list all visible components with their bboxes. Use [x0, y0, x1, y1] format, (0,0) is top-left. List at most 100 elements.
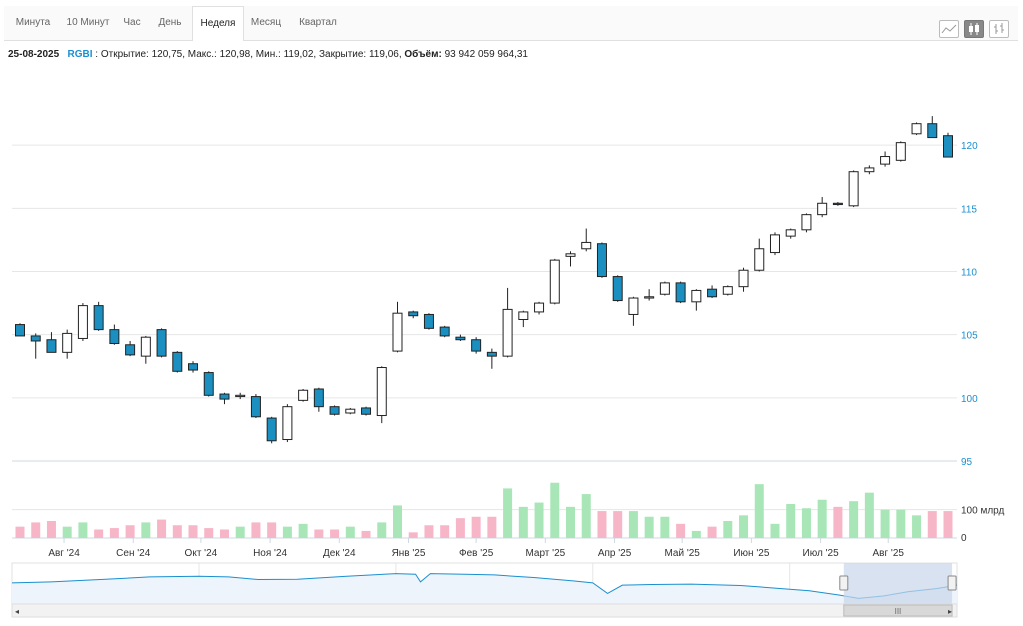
candle-body — [628, 297, 639, 315]
candle-body — [455, 336, 466, 341]
volume-bar — [109, 528, 119, 538]
volume-bar — [644, 516, 654, 538]
candle — [455, 334, 466, 341]
tab-hour[interactable]: Час — [123, 17, 141, 28]
candle-body — [612, 276, 623, 302]
navigator-handle[interactable] — [839, 575, 849, 591]
candle — [817, 196, 828, 218]
tab-week[interactable]: Неделя — [192, 6, 244, 41]
candle — [235, 392, 246, 400]
volume-bar — [251, 522, 261, 538]
volume-bar — [581, 494, 591, 538]
volume-bar — [691, 530, 701, 538]
candle-body — [801, 214, 812, 231]
info-volume: 93 942 059 964,31 — [444, 49, 528, 60]
tab-10-minutes[interactable]: 10 Минут — [66, 17, 110, 28]
candle — [15, 323, 25, 337]
volume-bar — [314, 529, 324, 538]
candlestick-chart-icon[interactable] — [964, 20, 984, 38]
price-tick-label: 110 — [961, 268, 977, 279]
volume-tick-label: 0 — [961, 533, 967, 544]
volume-bar — [849, 501, 859, 538]
candle — [471, 337, 482, 354]
volume-bar — [172, 525, 182, 538]
candle — [156, 328, 167, 358]
x-tick-label: Сен '24 — [116, 548, 151, 559]
candle-body — [691, 289, 702, 303]
ohlc-chart-icon[interactable] — [989, 20, 1009, 38]
candle-body — [785, 229, 796, 237]
candle — [486, 348, 497, 369]
volume-bar — [660, 516, 670, 538]
candle — [502, 287, 513, 358]
candle-body — [911, 123, 922, 135]
scroll-right-arrow-icon[interactable]: ▸ — [948, 607, 952, 616]
candle-body — [140, 336, 151, 357]
candle — [612, 275, 623, 302]
candle-body — [943, 135, 953, 158]
candle — [172, 351, 183, 373]
candle — [880, 151, 891, 167]
x-tick-label: Авг '24 — [48, 548, 80, 559]
volume-bar — [46, 521, 56, 538]
candle — [298, 388, 309, 402]
candle — [644, 289, 655, 301]
candle — [125, 340, 136, 357]
candle — [895, 141, 906, 162]
x-tick-label: Апр '25 — [598, 548, 632, 559]
candle-body — [235, 394, 246, 398]
scroll-left-arrow-icon[interactable]: ◂ — [15, 607, 19, 616]
volume-bar — [518, 506, 528, 538]
price-tick-label: 115 — [961, 204, 977, 215]
candle-body — [282, 406, 293, 441]
candle — [219, 392, 230, 405]
volume-bar — [628, 511, 638, 538]
candle-body — [298, 389, 309, 401]
candle — [392, 301, 403, 353]
volume-bar — [188, 525, 198, 538]
tab-day[interactable]: День — [158, 17, 182, 28]
candle-body — [864, 167, 875, 173]
candle — [769, 232, 780, 256]
x-tick-label: Авг '25 — [873, 548, 905, 559]
candle — [581, 228, 592, 252]
volume-bar — [487, 516, 497, 538]
navigator-handle[interactable] — [947, 575, 957, 591]
price-tick-label: 100 — [961, 394, 978, 405]
candle-body — [769, 234, 780, 254]
candle-body — [77, 305, 88, 339]
candle — [361, 406, 372, 416]
candle — [282, 404, 293, 443]
candle — [30, 333, 41, 359]
info-open-label: Открытие: — [100, 49, 149, 60]
candle-body — [549, 259, 560, 304]
candle — [675, 281, 686, 304]
candle — [423, 313, 434, 330]
info-symbol: RGBI — [67, 49, 93, 60]
candle-body — [817, 202, 828, 216]
navigator-area — [12, 573, 957, 604]
candle-body — [329, 406, 340, 415]
period-tabs: Минута 10 Минут Час День Неделя Месяц Кв… — [4, 6, 1018, 41]
candle — [313, 387, 324, 412]
tab-quarter[interactable]: Квартал — [299, 17, 337, 28]
tab-month[interactable]: Месяц — [250, 17, 282, 28]
candle — [659, 281, 670, 296]
candle-body — [502, 308, 513, 357]
candle — [46, 332, 57, 353]
volume-bar — [377, 522, 387, 538]
line-chart-icon[interactable] — [939, 20, 959, 38]
candle-body — [848, 171, 859, 207]
candle-body — [250, 396, 261, 418]
volume-bar — [613, 511, 623, 538]
navigator-window — [843, 563, 953, 604]
candle-body — [392, 312, 403, 352]
price-tick-label: 120 — [961, 141, 978, 152]
volume-bar — [597, 511, 607, 538]
tab-minute[interactable]: Минута — [15, 17, 51, 28]
candle-body — [313, 388, 324, 408]
scrollbar-thumb[interactable] — [843, 604, 953, 617]
candle — [943, 132, 953, 158]
candle-body — [219, 393, 230, 400]
